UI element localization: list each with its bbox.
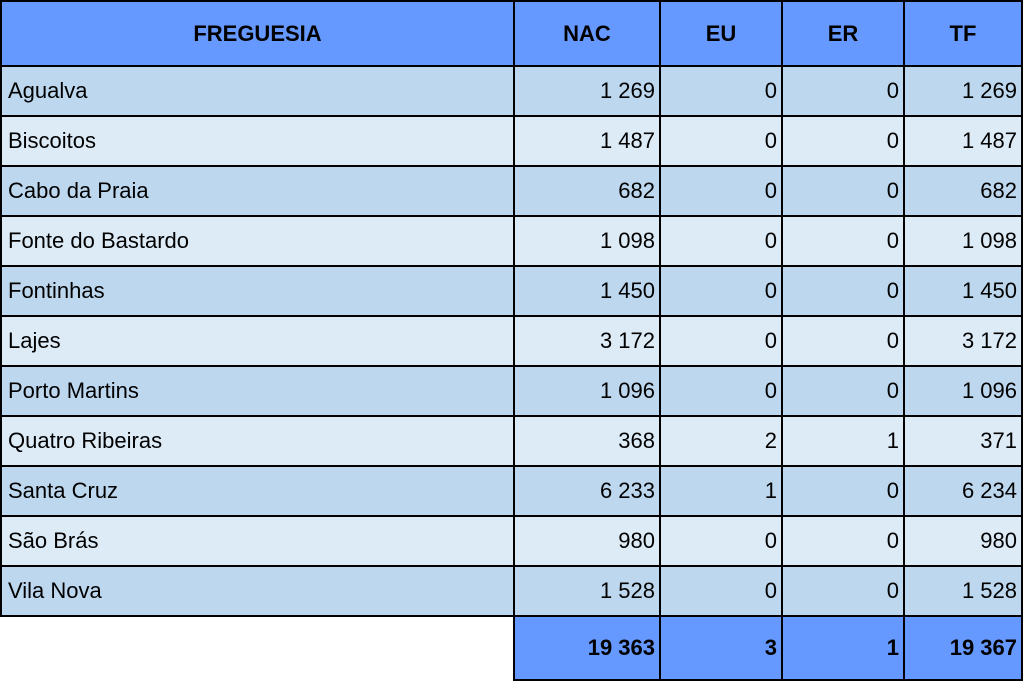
cell-nac: 6 233 [513,465,661,517]
cell-nac: 1 450 [513,265,661,317]
cell-freguesia: Fontinhas [0,265,515,317]
table-row: Vila Nova 1 528 0 0 1 528 [0,565,1023,617]
cell-tf: 980 [903,515,1023,567]
cell-er: 0 [781,215,905,267]
total-eu: 3 [659,615,783,681]
cell-tf: 3 172 [903,315,1023,367]
cell-tf: 682 [903,165,1023,217]
cell-eu: 0 [659,565,783,617]
cell-eu: 2 [659,415,783,467]
cell-nac: 3 172 [513,315,661,367]
table-row: Agualva 1 269 0 0 1 269 [0,65,1023,117]
cell-tf: 1 528 [903,565,1023,617]
cell-tf: 1 450 [903,265,1023,317]
cell-freguesia: Vila Nova [0,565,515,617]
cell-nac: 980 [513,515,661,567]
cell-eu: 0 [659,215,783,267]
cell-nac: 1 098 [513,215,661,267]
cell-nac: 368 [513,415,661,467]
cell-er: 0 [781,65,905,117]
cell-eu: 0 [659,315,783,367]
table-body: Agualva 1 269 0 0 1 269 Biscoitos 1 487 0 0 1 487… [0,65,1023,617]
cell-tf: 371 [903,415,1023,467]
cell-tf: 1 096 [903,365,1023,417]
table-footer: 19 363 3 1 19 367 [1,615,1023,681]
cell-nac: 682 [513,165,661,217]
cell-freguesia: Lajes [0,315,515,367]
cell-nac: 1 528 [513,565,661,617]
cell-eu: 0 [659,365,783,417]
cell-nac: 1 269 [513,65,661,117]
cell-nac: 1 487 [513,115,661,167]
table-row: Quatro Ribeiras 368 2 1 371 [0,415,1023,467]
cell-er: 0 [781,465,905,517]
table-header: FREGUESIA NAC EU ER TF [0,0,1023,67]
header-er: ER [781,0,905,67]
totals-row: 19 363 3 1 19 367 [1,615,1023,681]
header-eu: EU [659,0,783,67]
total-nac: 19 363 [513,615,661,681]
cell-er: 1 [781,415,905,467]
cell-freguesia: São Brás [0,515,515,567]
cell-freguesia: Fonte do Bastardo [0,215,515,267]
cell-er: 0 [781,115,905,167]
table-row: Fontinhas 1 450 0 0 1 450 [0,265,1023,317]
table-row: Lajes 3 172 0 0 3 172 [0,315,1023,367]
cell-eu: 0 [659,115,783,167]
cell-freguesia: Porto Martins [0,365,515,417]
cell-eu: 0 [659,165,783,217]
table-row: Porto Martins 1 096 0 0 1 096 [0,365,1023,417]
cell-freguesia: Agualva [0,65,515,117]
header-nac: NAC [513,0,661,67]
cell-er: 0 [781,165,905,217]
cell-freguesia: Santa Cruz [0,465,515,517]
table-row: Fonte do Bastardo 1 098 0 0 1 098 [0,215,1023,267]
cell-eu: 0 [659,65,783,117]
cell-eu: 1 [659,465,783,517]
total-er: 1 [781,615,905,681]
table-row: Cabo da Praia 682 0 0 682 [0,165,1023,217]
cell-tf: 6 234 [903,465,1023,517]
cell-tf: 1 098 [903,215,1023,267]
cell-freguesia: Quatro Ribeiras [0,415,515,467]
cell-nac: 1 096 [513,365,661,417]
cell-eu: 0 [659,515,783,567]
cell-freguesia: Cabo da Praia [0,165,515,217]
cell-er: 0 [781,265,905,317]
cell-er: 0 [781,515,905,567]
cell-tf: 1 487 [903,115,1023,167]
cell-freguesia: Biscoitos [0,115,515,167]
header-freguesia: FREGUESIA [0,0,515,67]
total-tf: 19 367 [903,615,1023,681]
cell-tf: 1 269 [903,65,1023,117]
totals-blank-cell [1,615,515,680]
cell-er: 0 [781,315,905,367]
table-row: São Brás 980 0 0 980 [0,515,1023,567]
header-tf: TF [903,0,1023,67]
cell-er: 0 [781,565,905,617]
cell-er: 0 [781,365,905,417]
table-row: Biscoitos 1 487 0 0 1 487 [0,115,1023,167]
cell-eu: 0 [659,265,783,317]
table-row: Santa Cruz 6 233 1 0 6 234 [0,465,1023,517]
header-row: FREGUESIA NAC EU ER TF [0,0,1023,67]
